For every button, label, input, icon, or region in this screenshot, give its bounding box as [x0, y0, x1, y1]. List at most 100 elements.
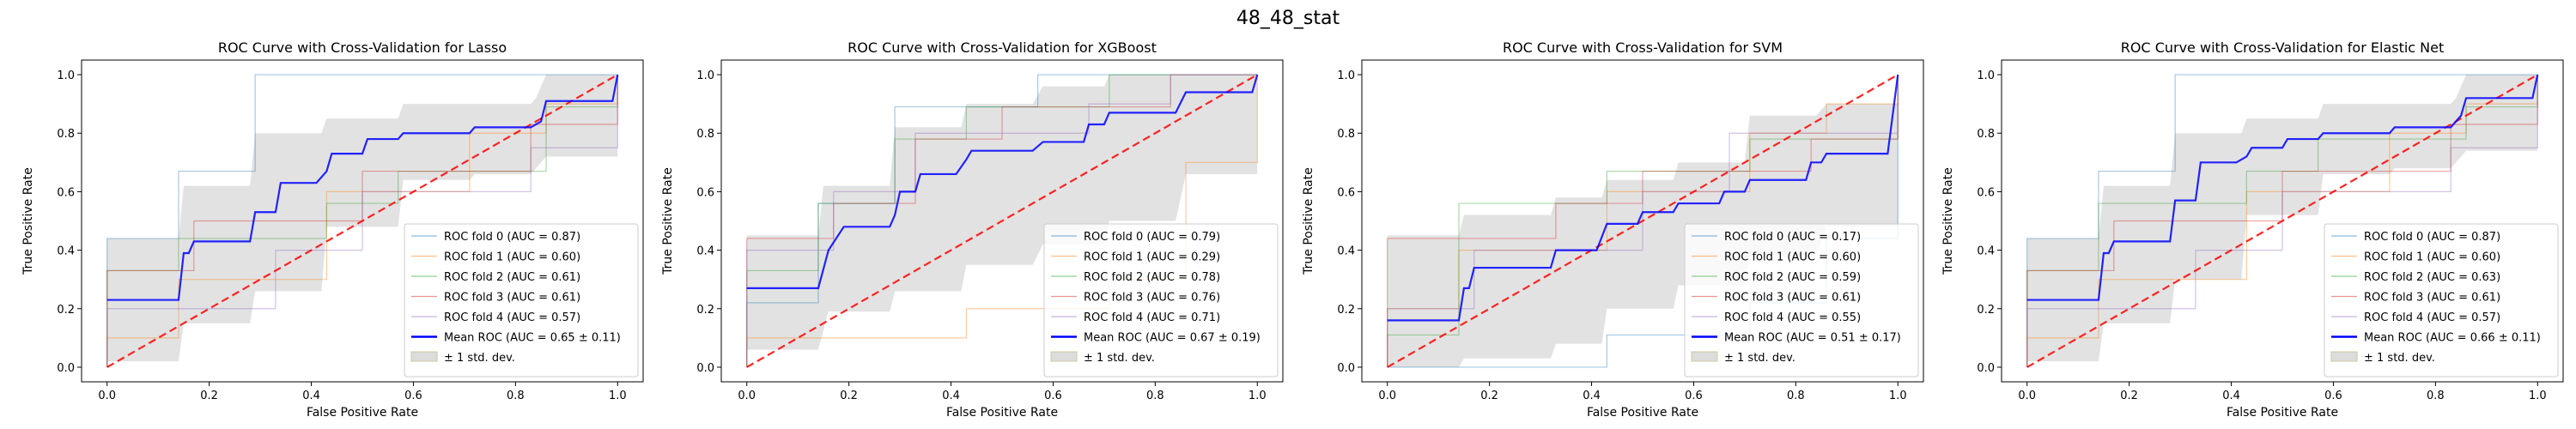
- legend: ROC fold 0 (AUC = 0.87) ROC fold 1 (AUC =…: [404, 223, 639, 378]
- axes-frame: [81, 59, 644, 383]
- y-tick-label: 0.2: [1337, 304, 1355, 317]
- chance-line: [2026, 74, 2538, 368]
- legend-label: ROC fold 1 (AUC = 0.60): [2364, 251, 2500, 264]
- legend-label: ROC fold 2 (AUC = 0.63): [2364, 271, 2500, 284]
- legend-label: Mean ROC (AUC = 0.67 ± 0.19): [1084, 332, 1261, 345]
- x-axis-label: False Positive Rate: [946, 406, 1058, 420]
- x-tick-label: 0.8: [2427, 390, 2445, 402]
- roc-panel-3: 0.0 0.0 0.2 0.2 0.4 0.4 0.6 0.6 0.8 0.8 1.0 1.0 ROC …: [1941, 39, 2564, 420]
- x-tick-label: 0.8: [1146, 390, 1164, 402]
- legend-label: Mean ROC (AUC = 0.51 ± 0.17): [1724, 332, 1901, 345]
- y-tick-label: 0.6: [1337, 186, 1355, 199]
- legend-label: ROC fold 3 (AUC = 0.61): [1724, 292, 1861, 305]
- roc-fold-2-line: [2026, 75, 2538, 367]
- y-axis-label: True Positive Rate: [1302, 167, 1315, 275]
- x-tick-label: 0.0: [98, 390, 116, 402]
- chance-line: [746, 74, 1258, 368]
- mean-roc-line: [1387, 74, 1899, 322]
- legend-label: ROC fold 2 (AUC = 0.61): [444, 271, 580, 284]
- roc-fold-1-line: [1387, 75, 1899, 367]
- roc-fold-2-line: [106, 75, 618, 367]
- x-tick-label: 1.0: [2529, 390, 2547, 402]
- legend-label: ROC fold 1 (AUC = 0.60): [444, 251, 580, 264]
- roc-fold-3-line: [2026, 75, 2538, 367]
- legend-label: ROC fold 4 (AUC = 0.55): [1724, 311, 1861, 324]
- y-tick-label: 0.6: [696, 186, 714, 199]
- x-tick-label: 1.0: [1249, 390, 1267, 402]
- y-tick-label: 0.4: [57, 245, 75, 258]
- y-tick-label: 0.4: [1337, 245, 1355, 258]
- legend-label: ± 1 std. dev.: [2364, 352, 2435, 365]
- panel-title: ROC Curve with Cross-Validation for Lass…: [218, 39, 507, 56]
- legend-label: ROC fold 2 (AUC = 0.78): [1084, 271, 1220, 284]
- y-tick-label: 0.0: [1337, 362, 1355, 375]
- x-tick-label: 1.0: [609, 390, 627, 402]
- x-tick-label: 0.0: [1378, 390, 1396, 402]
- legend-swatch-std: [1050, 351, 1078, 362]
- roc-fold-4-line: [746, 74, 1258, 367]
- x-tick-label: 0.2: [200, 390, 218, 402]
- axes-frame: [1361, 59, 1924, 383]
- x-axis-label: False Positive Rate: [1587, 406, 1698, 420]
- mean-roc-line: [106, 74, 619, 301]
- roc-fold-2-line: [746, 74, 1258, 367]
- x-tick-label: 0.2: [1480, 390, 1498, 402]
- x-tick-label: 0.0: [2018, 390, 2036, 402]
- legend-label: ± 1 std. dev.: [444, 352, 515, 365]
- legend-swatch-std: [1691, 351, 1718, 362]
- x-tick-label: 0.6: [1685, 390, 1703, 402]
- y-tick-label: 1.0: [1977, 69, 1995, 82]
- roc-fold-1-line: [2026, 75, 2538, 367]
- legend-label: ROC fold 4 (AUC = 0.71): [1084, 311, 1220, 324]
- legend: ROC fold 0 (AUC = 0.17) ROC fold 1 (AUC =…: [1684, 223, 1919, 378]
- y-axis-label: True Positive Rate: [21, 167, 35, 275]
- axes-frame: [720, 59, 1284, 383]
- x-tick-label: 0.2: [2120, 390, 2138, 402]
- y-tick-label: 0.0: [696, 362, 714, 375]
- legend-label: ROC fold 4 (AUC = 0.57): [2364, 311, 2500, 324]
- legend-box: [404, 223, 639, 378]
- y-axis-label: True Positive Rate: [661, 167, 675, 275]
- std-band: [106, 75, 618, 362]
- legend-label: ± 1 std. dev.: [1724, 352, 1795, 365]
- legend-label: ± 1 std. dev.: [1084, 352, 1155, 365]
- roc-fold-2-line: [1387, 75, 1899, 367]
- roc-panel-2: 0.0 0.0 0.2 0.2 0.4 0.4 0.6 0.6 0.8 0.8 1.0 1.0 ROC …: [1302, 39, 1924, 420]
- y-tick-label: 0.4: [1977, 245, 1995, 258]
- mean-roc-line: [2026, 74, 2539, 301]
- y-tick-label: 0.6: [57, 186, 75, 199]
- legend-box: [2324, 223, 2559, 378]
- y-tick-label: 1.0: [1337, 69, 1355, 82]
- roc-fold-3-line: [1387, 75, 1899, 367]
- panel-title: ROC Curve with Cross-Validation for SVM: [1503, 39, 1783, 56]
- y-tick-label: 0.8: [57, 128, 75, 141]
- legend: ROC fold 0 (AUC = 0.79) ROC fold 1 (AUC =…: [1043, 223, 1279, 378]
- roc-fold-0-line: [2026, 74, 2538, 367]
- legend-label: ROC fold 2 (AUC = 0.59): [1724, 271, 1861, 284]
- x-tick-label: 0.4: [942, 390, 960, 402]
- axes-frame: [2001, 59, 2564, 383]
- x-tick-label: 0.4: [2222, 390, 2240, 402]
- roc-fold-0-line: [106, 74, 618, 367]
- legend-swatch-std: [2330, 351, 2358, 362]
- chance-line: [1387, 74, 1899, 368]
- legend-label: ROC fold 4 (AUC = 0.57): [444, 311, 580, 324]
- x-tick-label: 0.8: [507, 390, 525, 402]
- x-tick-label: 0.2: [840, 390, 858, 402]
- roc-fold-3-line: [746, 74, 1258, 367]
- legend-box: [1043, 223, 1279, 378]
- legend-label: ROC fold 3 (AUC = 0.61): [444, 292, 580, 305]
- legend-label: Mean ROC (AUC = 0.65 ± 0.11): [444, 332, 621, 345]
- y-tick-label: 0.0: [1977, 362, 1995, 375]
- legend-label: ROC fold 1 (AUC = 0.60): [1724, 251, 1861, 264]
- x-tick-label: 0.4: [1583, 390, 1601, 402]
- legend: ROC fold 0 (AUC = 0.87) ROC fold 1 (AUC =…: [2324, 223, 2559, 378]
- legend-label: ROC fold 1 (AUC = 0.29): [1084, 251, 1220, 264]
- legend-label: ROC fold 0 (AUC = 0.17): [1724, 231, 1861, 244]
- legend-label: ROC fold 0 (AUC = 0.79): [1084, 231, 1220, 244]
- y-tick-label: 0.2: [1977, 304, 1995, 317]
- y-tick-label: 0.2: [57, 304, 75, 317]
- std-band: [746, 75, 1258, 350]
- y-tick-label: 1.0: [696, 69, 714, 82]
